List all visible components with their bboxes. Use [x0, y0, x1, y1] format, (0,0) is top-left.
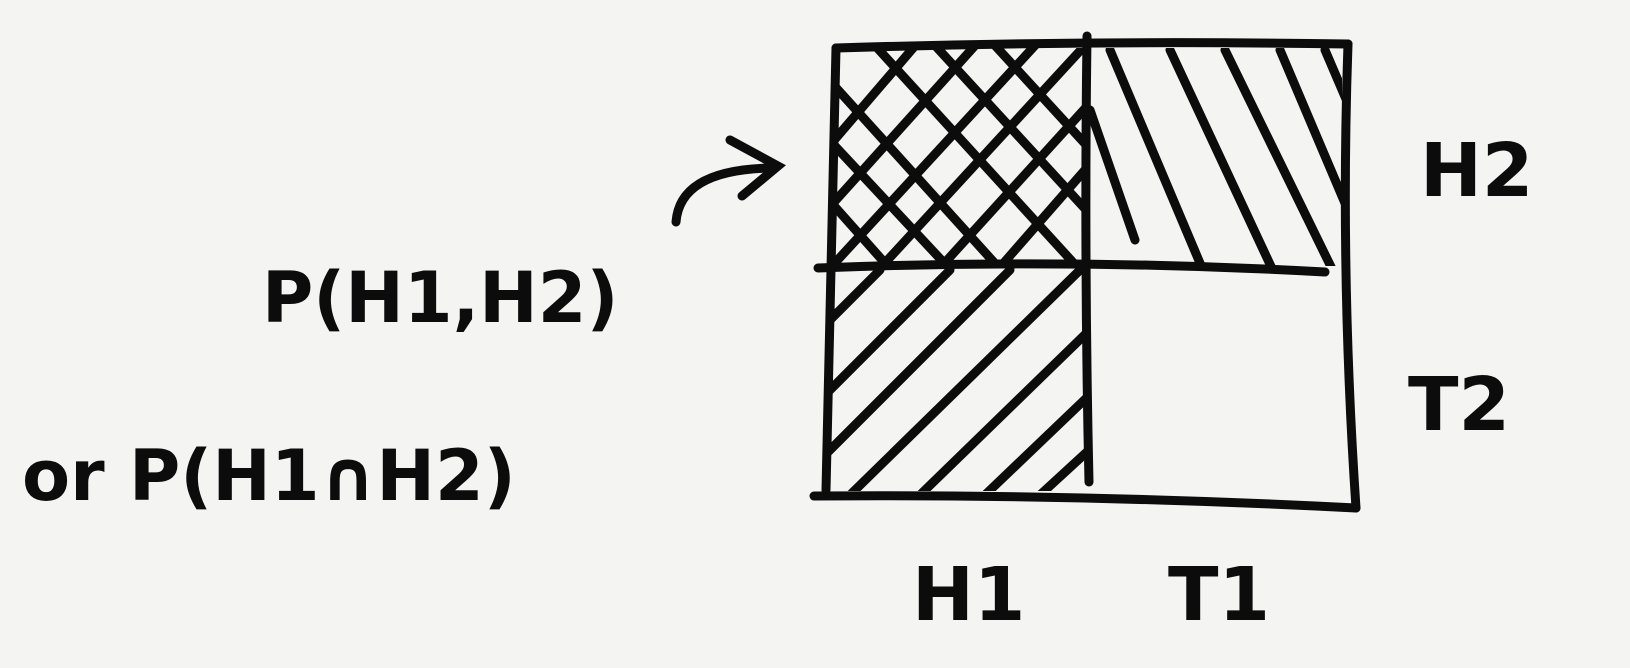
- arrow-shaft: [671, 163, 775, 227]
- label-col-h1: H1: [912, 552, 1025, 638]
- grid-frame: [809, 31, 1361, 513]
- frame-top: [831, 38, 1353, 53]
- hatch-h1-col: [826, 266, 1084, 491]
- label-row-t2: T2: [1408, 362, 1510, 448]
- arrow-head: [725, 135, 786, 201]
- frame-right: [1340, 39, 1361, 513]
- divider-vertical: [1081, 31, 1094, 487]
- hatch-h2-row: [1085, 48, 1342, 266]
- label-row-h2: H2: [1420, 128, 1533, 214]
- annotation-joint-prob: P(H1,H2): [262, 257, 618, 339]
- frame-bottom: [809, 491, 1361, 513]
- pointer-arrow: [671, 135, 786, 227]
- divider-horizontal: [813, 259, 1330, 277]
- annotation-intersection-prob: or P(H1∩H2): [22, 435, 516, 517]
- hatch-h1-h2-cross: [832, 48, 1084, 266]
- label-col-t1: T1: [1168, 552, 1270, 638]
